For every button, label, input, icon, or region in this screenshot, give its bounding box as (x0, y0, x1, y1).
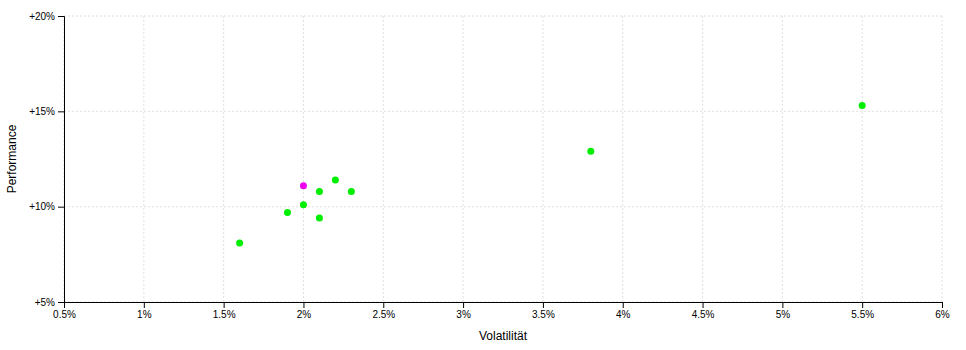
x-tick: 5.5% (851, 302, 874, 320)
x-tick-label: 1.5% (213, 309, 236, 320)
point (300, 201, 307, 208)
grid-line-y (64, 16, 942, 17)
x-tick: 4% (616, 302, 631, 320)
point (859, 102, 866, 109)
x-tick-mark (144, 302, 145, 308)
x-tick-mark (543, 302, 544, 308)
point (236, 239, 243, 246)
x-tick: 3% (456, 302, 471, 320)
y-tick-label: +15% (29, 106, 55, 117)
x-tick-mark (623, 302, 624, 308)
x-tick-label: 0.5% (53, 309, 76, 320)
grid-line-x (862, 16, 863, 302)
grid-line-x (303, 16, 304, 302)
marks (236, 102, 866, 246)
grid-line-x (942, 16, 943, 302)
y-axis-title: Performance (5, 124, 19, 193)
y-tick: +5% (35, 297, 64, 308)
x-tick-mark (383, 302, 384, 308)
x-axis: 0.5% 1% 1.5% 2% 2.5% 3% 3.5% 4% 4.5% 5% 5.5% 6% (53, 302, 950, 320)
grid-line-y (64, 111, 942, 112)
x-tick-mark (224, 302, 225, 308)
x-tick-mark (303, 302, 304, 308)
grid-line-x (542, 16, 543, 302)
grid-line-x (143, 16, 144, 302)
y-tick-label: +20% (29, 11, 55, 22)
x-axis-title: Volatilität (479, 329, 528, 343)
point (300, 182, 307, 189)
point (284, 209, 291, 216)
y-tick-mark (58, 302, 64, 303)
y-tick-label: +10% (29, 201, 55, 212)
x-tick-label: 2.5% (372, 309, 395, 320)
x-tick: 1.5% (213, 302, 236, 320)
grid-line-x (702, 16, 703, 302)
point (332, 176, 339, 183)
y-axis-line (58, 17, 65, 303)
y-tick-mark (58, 16, 64, 17)
x-tick-label: 5% (776, 309, 791, 320)
x-axis-line (65, 303, 943, 309)
x-tick: 2% (297, 302, 312, 320)
series (236, 102, 866, 246)
y-tick: +15% (29, 106, 64, 117)
x-tick-mark (782, 302, 783, 308)
x-tick: 3.5% (532, 302, 555, 320)
x-tick-label: 4.5% (692, 309, 715, 320)
plot: 0.5%1%1.5%2%2.5%3%3.5%4%4.5%5%5.5%6%+5%+… (29, 11, 950, 320)
x-tick-label: 2% (297, 309, 312, 320)
y-tick-label: +5% (35, 297, 55, 308)
x-tick: 2.5% (372, 302, 395, 320)
y-axis: +5% +10% +15% +20% (29, 11, 64, 308)
x-tick: 5% (776, 302, 791, 320)
point (316, 215, 323, 222)
y-tick: +10% (29, 201, 64, 212)
grid-line-x (463, 16, 464, 302)
grid-line-x (622, 16, 623, 302)
x-tick-label: 6% (935, 309, 950, 320)
x-tick-label: 4% (616, 309, 631, 320)
x-tick-mark (703, 302, 704, 308)
x-tick: 6% (935, 302, 950, 320)
x-tick-label: 3.5% (532, 309, 555, 320)
x-tick: 0.5% (53, 302, 76, 320)
series (300, 182, 307, 189)
grid-line-x (383, 16, 384, 302)
y-tick: +20% (29, 11, 64, 22)
x-tick-mark (942, 302, 943, 308)
point (587, 148, 594, 155)
x-tick-label: 1% (137, 309, 152, 320)
grid-line-y (64, 206, 942, 207)
x-tick-label: 3% (456, 309, 471, 320)
y-tick-mark (58, 111, 64, 112)
chart: 0.5%1%1.5%2%2.5%3%3.5%4%4.5%5%5.5%6%+5%+… (0, 0, 966, 350)
x-tick-mark (463, 302, 464, 308)
x-tick: 4.5% (692, 302, 715, 320)
grid-line-x (223, 16, 224, 302)
y-tick-mark (58, 207, 64, 208)
x-tick-label: 5.5% (851, 309, 874, 320)
point (348, 188, 355, 195)
x-tick: 1% (137, 302, 152, 320)
point (316, 188, 323, 195)
grid (64, 16, 942, 302)
grid-line-x (782, 16, 783, 302)
x-tick-mark (862, 302, 863, 308)
